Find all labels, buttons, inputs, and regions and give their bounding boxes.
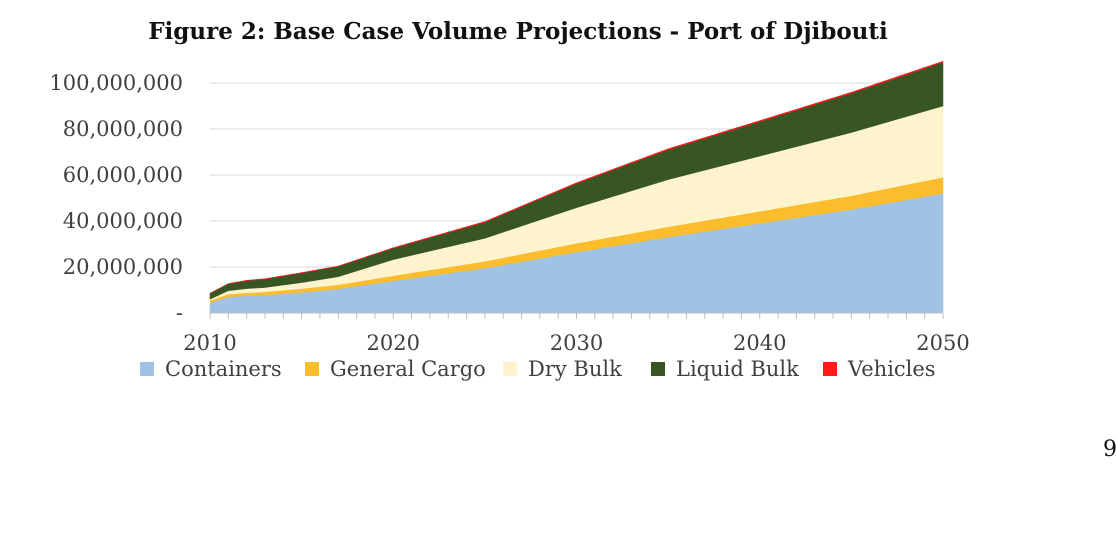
legend-label: Dry Bulk bbox=[528, 357, 622, 381]
y-tick-label: 80,000,000 bbox=[63, 117, 183, 141]
legend-swatch-vehicles bbox=[823, 362, 837, 376]
y-tick-label: 60,000,000 bbox=[63, 163, 183, 187]
y-tick-label: 100,000,000 bbox=[49, 71, 183, 95]
y-tick-label: - bbox=[176, 301, 183, 325]
legend-label: General Cargo bbox=[330, 357, 486, 381]
legend-label: Vehicles bbox=[847, 357, 936, 381]
page-number: 9 bbox=[1103, 437, 1116, 462]
x-tick-label: 2030 bbox=[550, 331, 603, 355]
x-axis bbox=[209, 312, 944, 319]
y-axis-ticks: - 20,000,000 40,000,000 60,000,000 80,000,00… bbox=[49, 71, 183, 325]
legend-swatch-containers bbox=[140, 362, 154, 376]
x-tick-label: 2050 bbox=[916, 331, 969, 355]
legend-swatch-general-cargo bbox=[305, 362, 319, 376]
x-tick-label: 2010 bbox=[183, 331, 236, 355]
chart-title: Figure 2: Base Case Volume Projections -… bbox=[148, 18, 888, 45]
area-vehicles bbox=[209, 60, 944, 294]
x-tick-label: 2040 bbox=[733, 331, 786, 355]
legend-label: Containers bbox=[165, 357, 282, 381]
y-tick-label: 20,000,000 bbox=[63, 255, 183, 279]
legend-swatch-liquid-bulk bbox=[651, 362, 665, 376]
x-axis-ticks: 2010 2020 2030 2040 2050 bbox=[183, 331, 969, 355]
plot-areas bbox=[209, 60, 944, 314]
x-tick-label: 2020 bbox=[367, 331, 420, 355]
y-tick-label: 40,000,000 bbox=[63, 209, 183, 233]
legend-label: Liquid Bulk bbox=[676, 357, 799, 381]
legend: Containers General Cargo Dry Bulk Liquid Bu… bbox=[140, 357, 936, 381]
legend-swatch-dry-bulk bbox=[503, 362, 517, 376]
